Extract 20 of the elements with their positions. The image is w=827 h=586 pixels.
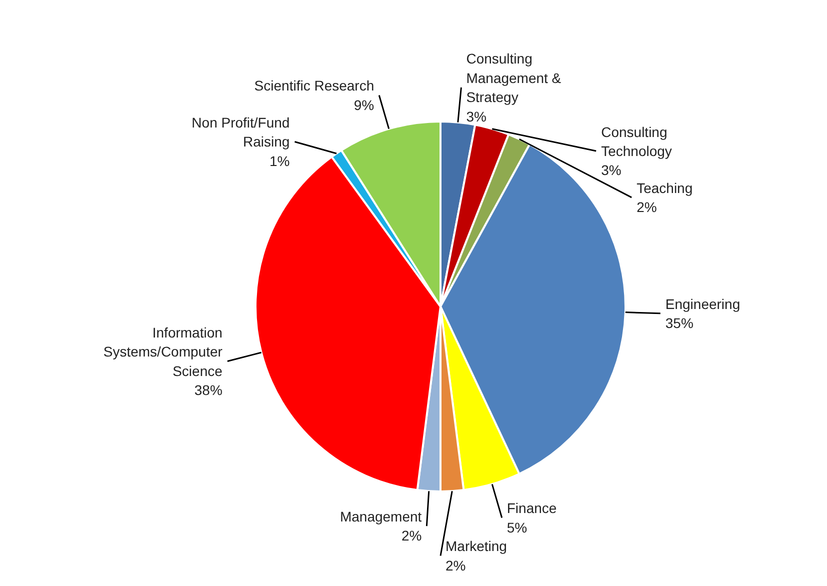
slice-label: Finance <box>506 500 557 516</box>
slice-label: Information Systems/Computer Science <box>103 324 223 379</box>
data-label: 2% <box>636 199 657 216</box>
data-label: 9% <box>354 96 374 113</box>
data-label: 3% <box>601 162 622 178</box>
slice-label: Scientific Research <box>254 78 374 94</box>
slice-label: Non Profit/Fund Raising <box>192 114 290 150</box>
slice-label: Management <box>340 508 422 524</box>
data-label: 5% <box>506 519 528 536</box>
data-label: 1% <box>269 152 290 169</box>
slice-label: Engineering <box>665 296 740 312</box>
data-label: 2% <box>446 557 466 574</box>
slice-label: Teaching <box>636 180 693 196</box>
data-label: 2% <box>401 528 422 544</box>
data-label: 38% <box>194 382 222 398</box>
slice-label: Consulting Technology <box>601 124 672 159</box>
data-label: 35% <box>665 315 694 332</box>
slice-label: Consulting Management & Strategy <box>466 50 562 106</box>
slice-label: Marketing <box>446 538 507 554</box>
data-label: 3% <box>466 108 486 124</box>
